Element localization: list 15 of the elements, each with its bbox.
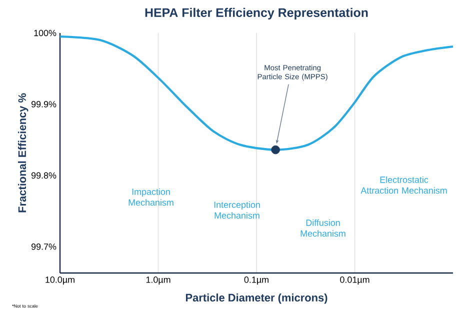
y-axis-title: Fractional Efficiency %: [18, 93, 28, 212]
annotation: Diffusion Mechanism: [300, 219, 346, 237]
annotation: Electrostatic Attraction Mechanism: [360, 176, 447, 194]
x-tick-label: 0.1µm: [244, 276, 268, 285]
x-tick-label: 10.0µm: [46, 276, 74, 285]
y-tick-label: 99.8%: [31, 172, 56, 179]
x-tick-label: 1.0µm: [146, 276, 170, 285]
annotation: Impaction Mechanism: [128, 188, 174, 206]
y-tick-label: 99.9%: [31, 101, 56, 108]
y-tick-label: 99.7%: [31, 243, 56, 250]
y-tick-label: 100%: [34, 30, 56, 36]
x-axis-title: Particle Diameter (microns): [186, 293, 328, 304]
annotation: Interception Mechanism: [214, 201, 260, 219]
x-tick-label: 0.01µm: [340, 276, 370, 285]
chart-title: HEPA Filter Efficiency Representation: [145, 8, 368, 20]
